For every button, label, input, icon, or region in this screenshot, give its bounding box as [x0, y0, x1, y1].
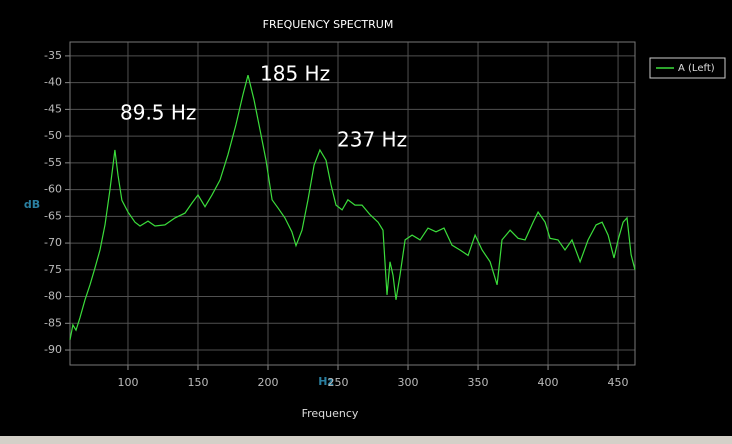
annotation: 89.5 Hz	[120, 101, 196, 125]
y-tick-label: -80	[44, 290, 62, 303]
x-tick-label: 150	[187, 376, 208, 389]
y-tick-label: -75	[44, 263, 62, 276]
annotation: 185 Hz	[260, 62, 330, 86]
y-tick-label: -60	[44, 183, 62, 196]
x-tick-label: 350	[468, 376, 489, 389]
chart-title: FREQUENCY SPECTRUM	[263, 18, 394, 31]
legend-label: A (Left)	[678, 63, 715, 74]
y-tick-label: -35	[44, 49, 62, 62]
x-tick-label: 200	[257, 376, 278, 389]
legend-box	[649, 57, 726, 79]
y-tick-label: -40	[44, 76, 62, 89]
y-tick-label: -70	[44, 236, 62, 249]
x-tick-label: 250	[328, 376, 349, 389]
y-axis-title: dB	[24, 198, 40, 211]
data-line	[69, 75, 636, 341]
x-tick-label: 450	[608, 376, 629, 389]
y-tick-label: -85	[44, 316, 62, 329]
y-tick-label: -55	[44, 156, 62, 169]
x-axis-title: Frequency	[302, 407, 359, 420]
x-tick-label: 300	[398, 376, 419, 389]
y-tick-label: -90	[44, 343, 62, 356]
window-edge	[0, 436, 732, 444]
plot-frame	[69, 41, 636, 366]
y-tick-label: -65	[44, 209, 62, 222]
x-unit-label: Hz	[318, 375, 334, 388]
annotation: 237 Hz	[337, 128, 407, 152]
y-tick-label: -45	[44, 102, 62, 115]
x-tick-label: 400	[538, 376, 559, 389]
x-tick-label: 100	[117, 376, 138, 389]
y-tick-label: -50	[44, 129, 62, 142]
